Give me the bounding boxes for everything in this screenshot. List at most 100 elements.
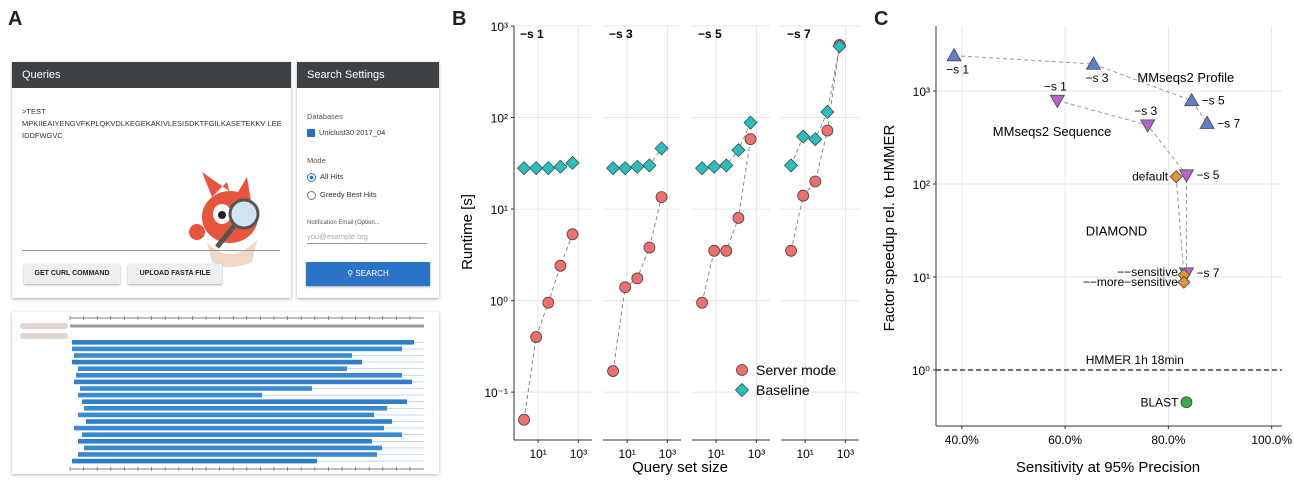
b-baseline-point (516, 161, 532, 176)
b-baseline-point (654, 141, 669, 156)
c-point-label: −s 3 (1086, 71, 1109, 85)
b-baseline-point (529, 161, 544, 176)
b-server-point (607, 365, 619, 377)
search-label: SEARCH (355, 269, 389, 278)
c-point-label: −−sensitive (1117, 265, 1178, 279)
b-server-point (530, 331, 543, 343)
c-y-tick-label: 10³ (913, 85, 930, 99)
b-baseline-point (630, 159, 645, 174)
b-y-tick-label: 10⁻¹ (484, 386, 508, 400)
b-y-axis-label: Runtime [s] (459, 194, 476, 270)
c-point-triangle-down (1049, 94, 1066, 109)
c-point-label: −s 3 (1134, 104, 1157, 118)
b-server-point (797, 189, 810, 202)
b-baseline-point (743, 115, 758, 130)
alignment-overview (12, 312, 439, 474)
queries-card: Queries >TEST MPKIIEAIYENGVFKPLQKVDLKEGE… (12, 62, 291, 298)
email-input[interactable]: you@example.org (307, 232, 427, 244)
textarea-underline (22, 250, 280, 251)
c-point-label: −s 7 (1196, 266, 1219, 280)
c-y-tick-label: 10¹ (913, 271, 930, 285)
c-x-axis-label: Sensitivity at 95% Precision (1016, 459, 1200, 476)
upload-fasta-button[interactable]: UPLOAD FASTA FILE (128, 264, 222, 284)
alignment-hit-bar (86, 419, 392, 424)
settings-header: Search Settings (297, 62, 439, 88)
c-point-label: −s 1 (946, 63, 969, 77)
database-checkbox[interactable]: Uniclust30 2017_04 (307, 128, 385, 138)
mode-radio-all[interactable]: All Hits (307, 172, 343, 182)
mode-option-all: All Hits (320, 172, 344, 181)
alignment-hit-bar (84, 406, 387, 411)
b-server-point (554, 259, 567, 272)
alignment-hit-bar (74, 353, 352, 358)
c-point-label: −s 1 (1044, 80, 1067, 94)
c-point-triangle-down (1178, 169, 1195, 183)
b-legend-server-label: Server mode (756, 362, 836, 378)
alignment-hit-bar (78, 452, 377, 457)
b-baseline-point (808, 132, 823, 147)
b-baseline-line (790, 46, 841, 166)
b-baseline-point (783, 158, 799, 173)
b-server-point (720, 244, 733, 257)
b-x-tick-label: 10¹ (618, 447, 635, 461)
email-label: Notification Email (Option... (307, 220, 380, 226)
c-connector-line (954, 55, 1208, 124)
alignment-hit-bar (76, 373, 402, 378)
b-server-line (790, 44, 841, 251)
query-track-label (20, 323, 68, 329)
b-baseline-point (565, 155, 580, 170)
b-facet-label: −s 5 (698, 27, 722, 41)
radio-checked-icon (307, 172, 316, 182)
c-point-diamond (1169, 170, 1183, 184)
c-point-circle (1180, 396, 1193, 409)
c-point-label: default (1132, 170, 1169, 184)
c-hmmer-label: HMMER 1h 18min (1086, 353, 1184, 367)
c-point-label: −−more−sensitive (1083, 275, 1178, 289)
b-baseline-point (719, 158, 734, 173)
alignment-graphic (20, 316, 424, 471)
checkbox-icon (307, 129, 315, 138)
c-x-tick-label: 40.0% (945, 433, 979, 447)
b-legend-baseline-label: Baseline (756, 382, 810, 398)
b-server-point (744, 133, 757, 146)
b-server-point (732, 212, 745, 224)
b-baseline-point (694, 161, 710, 176)
b-facet-label: −s 7 (787, 27, 811, 41)
b-x-tick-label: 10³ (570, 447, 587, 461)
b-server-point (619, 281, 632, 294)
mode-radio-greedy[interactable]: Greedy Best Hits (307, 190, 377, 200)
alignment-hit-bar (80, 386, 312, 391)
b-baseline-point (618, 161, 633, 176)
c-point-triangle-up (946, 47, 962, 62)
radio-unchecked-icon (307, 190, 316, 200)
search-button[interactable]: ⚲ SEARCH (306, 262, 430, 286)
c-x-tick-label: 60.0% (1048, 433, 1082, 447)
c-point-label: −s 5 (1196, 168, 1219, 182)
b-x-tick-label: 10¹ (707, 447, 724, 461)
b-server-point (655, 191, 668, 204)
alignment-hit-bar (78, 412, 374, 418)
alignment-hit-bar (72, 458, 317, 464)
b-server-point (821, 124, 834, 137)
alignment-hit-bar (84, 445, 382, 451)
query-name: >TEST (22, 107, 46, 116)
search-icon: ⚲ (347, 269, 356, 278)
alignment-hit-bar (72, 359, 362, 365)
query-textarea[interactable]: >TEST MPKIIEAIYENGVFKPLQKVDLKEGEKAKIVLES… (22, 106, 282, 142)
databases-label: Databases (307, 112, 343, 121)
web-interface: Queries >TEST MPKIIEAIYENGVFKPLQKVDLKEGE… (12, 62, 439, 298)
c-point-label: BLAST (1140, 395, 1179, 409)
get-curl-button[interactable]: GET CURL COMMAND (24, 264, 120, 284)
speedup-chart: Factor speedup rel. to HMMER Sensitivity… (881, 26, 1292, 476)
b-legend-server-marker (736, 364, 748, 376)
c-point-label: −s 5 (1202, 94, 1225, 108)
c-y-axis-label: Factor speedup rel. to HMMER (881, 124, 898, 331)
c-point-triangle-down (1140, 119, 1156, 133)
panel-letter-c: C (874, 8, 889, 30)
runtime-chart: Runtime [s] Query set size 10⁻¹ 10⁰ 10¹ 10²… (459, 20, 859, 476)
b-x-tick-label: 10¹ (796, 447, 813, 461)
alignment-hit-bar (82, 432, 402, 437)
b-baseline-point (553, 159, 568, 174)
b-baseline-point (731, 143, 746, 158)
c-y-tick-label: 10⁰ (912, 364, 930, 378)
